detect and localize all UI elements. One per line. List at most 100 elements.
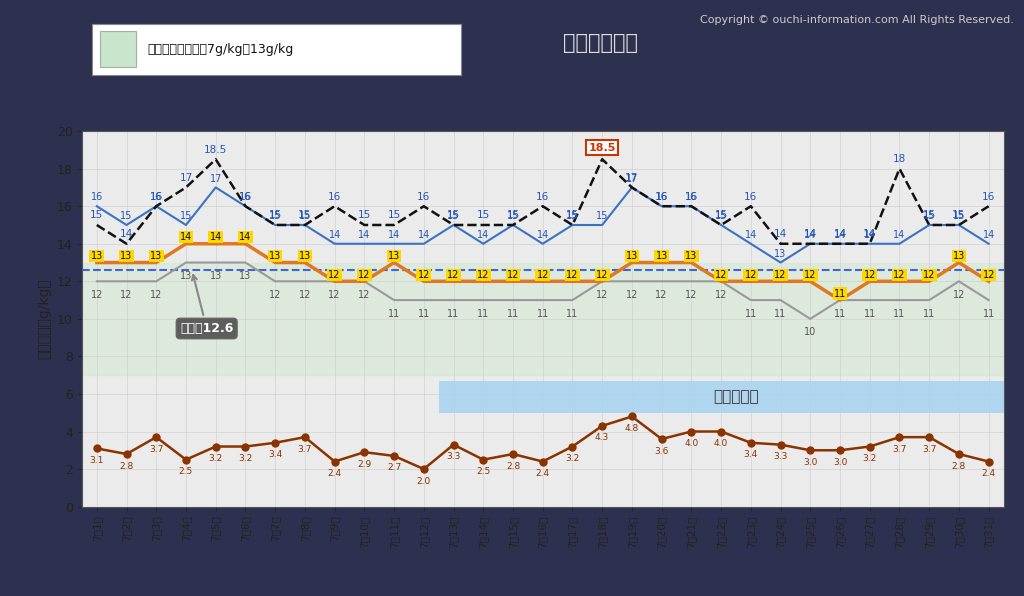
Text: 14: 14: [804, 230, 816, 240]
Text: 16: 16: [685, 191, 698, 201]
Text: 4.0: 4.0: [714, 439, 728, 448]
Text: 絶対湿度比較: 絶対湿度比較: [563, 33, 638, 53]
Text: 17: 17: [626, 173, 638, 184]
Text: 17: 17: [210, 173, 222, 184]
Text: 16: 16: [744, 191, 758, 201]
Text: 14: 14: [180, 232, 193, 242]
Text: 11: 11: [744, 309, 757, 318]
Text: 12: 12: [358, 270, 371, 280]
Text: 15: 15: [952, 211, 965, 221]
Text: 16: 16: [328, 191, 341, 201]
Text: 3.7: 3.7: [298, 445, 312, 454]
Text: 3.3: 3.3: [773, 452, 787, 461]
Text: 15: 15: [506, 210, 519, 221]
Text: 12: 12: [537, 270, 549, 280]
Text: 12: 12: [329, 270, 341, 280]
Text: 12: 12: [358, 290, 371, 300]
Text: 4.8: 4.8: [625, 424, 639, 433]
Text: 11: 11: [983, 309, 994, 318]
Text: Copyright © ouchi-information.com All Rights Reserved.: Copyright © ouchi-information.com All Ri…: [699, 15, 1014, 25]
Text: 2.4: 2.4: [536, 469, 550, 478]
Text: 3.3: 3.3: [446, 452, 461, 461]
Text: 14: 14: [863, 229, 877, 239]
Text: 3.2: 3.2: [565, 454, 580, 463]
Text: 12: 12: [121, 290, 133, 300]
Text: 12: 12: [418, 270, 430, 280]
Text: 12: 12: [952, 290, 965, 300]
Text: 12: 12: [596, 270, 608, 280]
Text: 12: 12: [923, 270, 935, 280]
Text: 18.5: 18.5: [589, 142, 615, 153]
Text: 13: 13: [626, 251, 638, 261]
Text: 15: 15: [90, 210, 103, 221]
Text: 16: 16: [150, 191, 163, 201]
Text: 12: 12: [655, 290, 668, 300]
Text: 12: 12: [744, 270, 757, 280]
Text: 絶対湿度目標域：7g/kg～13g/kg: 絶対湿度目標域：7g/kg～13g/kg: [147, 43, 294, 55]
Text: 11: 11: [537, 309, 549, 318]
Text: 3.6: 3.6: [654, 446, 669, 455]
Text: 15: 15: [596, 211, 608, 221]
Text: 13: 13: [388, 251, 400, 261]
Text: 12: 12: [715, 270, 727, 280]
Text: 16: 16: [240, 193, 252, 203]
Text: 11: 11: [834, 309, 846, 318]
Text: 12: 12: [269, 290, 282, 300]
Text: 平均：12.6: 平均：12.6: [180, 275, 233, 335]
Text: 17: 17: [179, 173, 193, 183]
Text: 13: 13: [655, 251, 668, 261]
Text: 2.9: 2.9: [357, 460, 372, 468]
Text: 15: 15: [180, 211, 193, 221]
Y-axis label: 絶対湿度［g/kg］: 絶対湿度［g/kg］: [38, 278, 51, 359]
Text: 14: 14: [744, 230, 757, 240]
Text: 15: 15: [447, 211, 460, 221]
Text: 15: 15: [387, 210, 400, 221]
Text: 16: 16: [417, 191, 430, 201]
Text: 2.8: 2.8: [951, 461, 966, 471]
Bar: [99, 32, 136, 67]
Text: 18: 18: [893, 154, 906, 164]
Text: 15: 15: [269, 211, 282, 221]
Text: 11: 11: [477, 309, 489, 318]
Text: 14: 14: [388, 230, 400, 240]
Text: 13: 13: [121, 251, 133, 261]
Text: 14: 14: [210, 232, 222, 242]
Text: 12: 12: [329, 290, 341, 300]
Text: 3.4: 3.4: [268, 451, 283, 460]
Text: 15: 15: [566, 211, 579, 221]
Text: 15: 15: [298, 210, 311, 221]
Text: 16: 16: [151, 193, 163, 203]
Text: 3.7: 3.7: [150, 445, 164, 454]
Text: 10: 10: [804, 327, 816, 337]
Text: 15: 15: [952, 210, 966, 221]
Text: 12: 12: [596, 290, 608, 300]
Text: 14: 14: [120, 229, 133, 239]
Text: 14: 14: [418, 230, 430, 240]
Bar: [438, 381, 1004, 413]
Text: 2.8: 2.8: [120, 461, 134, 471]
Text: 14: 14: [983, 230, 994, 240]
Text: 除湿機使用: 除湿機使用: [713, 389, 759, 404]
Text: 11: 11: [923, 309, 935, 318]
Text: 11: 11: [863, 309, 876, 318]
Text: 2.4: 2.4: [982, 469, 995, 478]
Text: 12: 12: [447, 270, 460, 280]
Text: 11: 11: [566, 309, 579, 318]
Text: 15: 15: [268, 210, 282, 221]
Text: 13: 13: [91, 251, 102, 261]
Text: 2.0: 2.0: [417, 477, 431, 486]
Text: 15: 15: [507, 211, 519, 221]
Text: 3.0: 3.0: [833, 458, 847, 467]
Text: 13: 13: [151, 251, 163, 261]
Text: 3.7: 3.7: [892, 445, 906, 454]
Text: 12: 12: [566, 270, 579, 280]
Text: 12: 12: [804, 270, 816, 280]
Text: 15: 15: [357, 210, 371, 221]
Text: 15: 15: [715, 210, 728, 221]
Text: 14: 14: [863, 230, 876, 240]
Text: 4.3: 4.3: [595, 433, 609, 442]
Text: 13: 13: [269, 251, 282, 261]
Text: 15: 15: [923, 211, 935, 221]
Text: 15: 15: [715, 211, 727, 221]
Text: 11: 11: [507, 309, 519, 318]
